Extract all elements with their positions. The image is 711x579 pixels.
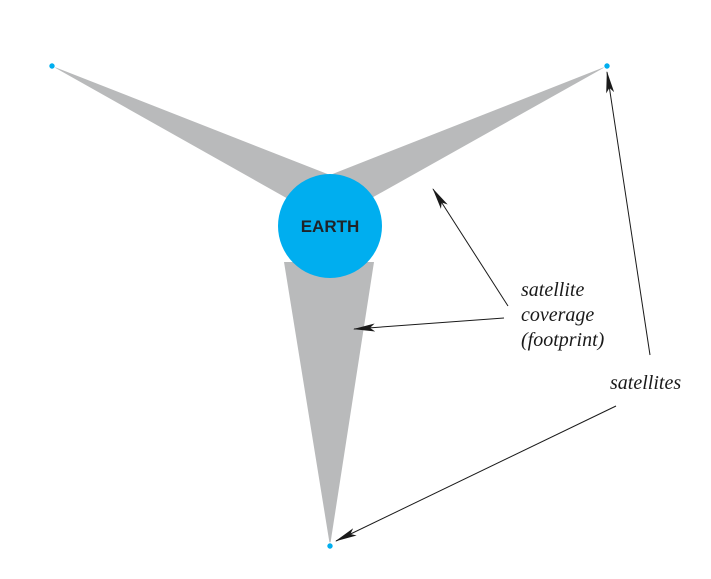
earth-label: EARTH xyxy=(301,217,360,236)
footprint-top-left xyxy=(52,66,330,200)
satellite-top-right xyxy=(603,62,611,70)
label-coverage-line3: (footprint) xyxy=(521,329,605,351)
satellite-bottom xyxy=(326,542,334,550)
arrow-satellite-top-right xyxy=(606,71,651,356)
earth: EARTH xyxy=(278,174,382,278)
leader-arrows xyxy=(335,71,651,542)
arrow-satellite-bottom xyxy=(335,405,617,542)
arrow-coverage-upper xyxy=(432,188,509,307)
satellites xyxy=(48,62,611,550)
footprint-top-right xyxy=(330,66,607,200)
annotations: satellite coverage (footprint) satellite… xyxy=(521,279,681,394)
earth-circle xyxy=(278,174,382,278)
satellite-top-left xyxy=(48,62,56,70)
label-coverage-line2: coverage xyxy=(521,304,594,326)
label-satellites: satellites xyxy=(610,372,681,394)
arrow-coverage-lower xyxy=(353,317,505,332)
footprint-bottom xyxy=(284,262,374,546)
coverage-footprints xyxy=(52,66,607,546)
label-coverage-line1: satellite xyxy=(521,279,584,301)
